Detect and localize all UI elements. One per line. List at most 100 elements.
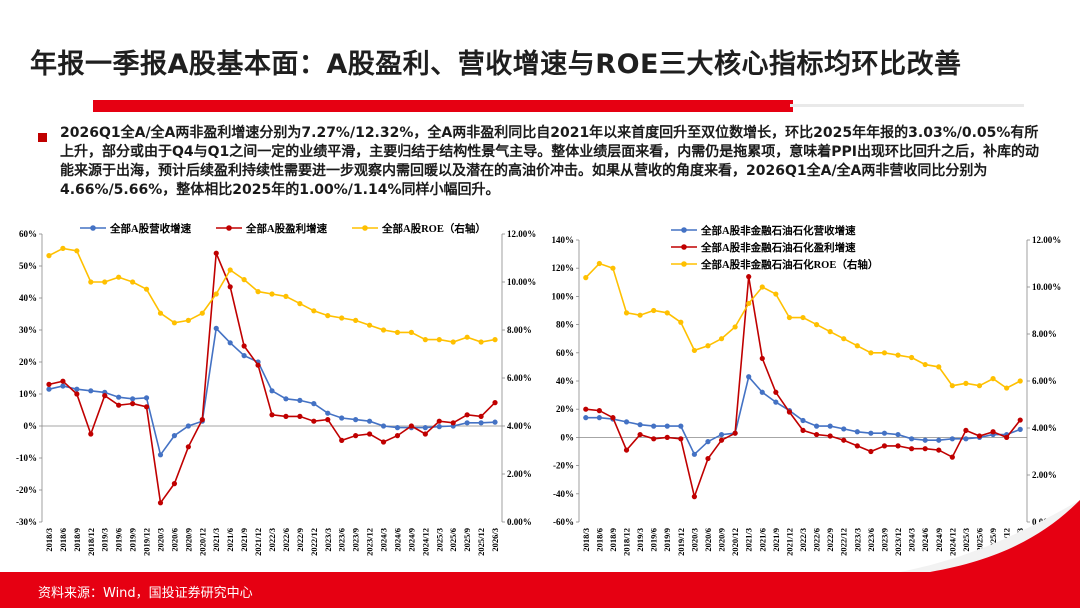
x-tick-label: 2022/3 [267,528,277,552]
y-left-tick-label: 60% [19,229,37,239]
y-left-tick-label: 60% [556,348,574,358]
data-point [478,420,484,426]
y-right-tick-label: 8.00% [1032,329,1057,339]
data-point [827,329,833,335]
x-tick-label: 2023/12 [893,528,903,556]
data-point [949,436,955,442]
data-point [339,415,345,421]
data-point [227,284,233,290]
data-point [171,433,178,439]
data-point [269,291,275,297]
series-line-0 [585,375,1021,456]
data-point [610,415,616,421]
x-tick-label: 2024/6 [392,528,402,552]
data-point [297,413,303,419]
y-right-tick-label: 2.00% [1032,470,1057,480]
x-tick-label: 2025/6 [448,528,458,552]
x-tick-label: 2019/3 [635,528,645,552]
data-point [116,394,122,400]
data-point [102,393,108,399]
x-tick-label: 2018/6 [594,528,604,552]
x-tick-label: 2022/6 [812,528,822,552]
x-tick-label: 2023/9 [879,528,889,552]
data-point [380,439,387,445]
legend-swatch-marker [90,225,96,231]
x-tick-label: 2018/9 [608,528,618,552]
data-point [339,437,345,443]
page-title: 年报一季报A股基本面：A股盈利、营收增速与ROE三大核心指标均环比改善 [30,49,962,80]
data-point [786,314,793,321]
data-point [46,386,52,392]
data-point [1004,385,1010,391]
data-point [705,439,711,445]
data-point [366,322,373,328]
legend-swatch-marker [226,225,232,231]
data-point [881,443,888,449]
data-point [746,374,752,380]
x-tick-label: 2018/12 [86,528,96,556]
data-point [394,425,401,431]
x-tick-label: 2021/3 [744,528,754,552]
x-tick-label: 2021/9 [239,528,249,552]
data-point [827,433,833,439]
x-tick-label: 2020/6 [703,528,713,552]
data-point [283,413,289,419]
data-point [492,419,498,425]
data-point [185,444,191,450]
x-tick-label: 2022/12 [309,528,319,556]
data-point [909,446,915,452]
data-point [311,401,317,407]
data-point [464,420,470,426]
y-left-tick-label: 20% [556,404,574,414]
data-point [841,437,847,443]
legend-label: 全部A股非金融石油石化营收增速 [700,224,856,237]
y-left-tick-label: 50% [19,261,37,271]
x-tick-label: 2020/12 [730,528,740,556]
data-point [450,339,456,345]
x-tick-label: 2018/9 [72,528,82,552]
data-point [366,418,373,424]
legend-label: 全部A股ROE（右轴） [381,222,486,235]
data-point [718,431,725,438]
data-point [705,343,711,349]
data-point [746,300,752,307]
data-point [854,443,860,449]
data-point [773,291,779,297]
x-tick-label: 2019/12 [142,528,152,556]
data-point [241,277,247,283]
data-point [759,284,765,290]
data-point [436,418,442,424]
data-point [227,267,233,273]
data-point [895,352,901,358]
y-right-tick-label: 8.00% [507,325,532,335]
data-point [800,427,806,433]
y-left-tick-label: -20% [553,461,574,471]
data-point [408,423,414,429]
data-point [464,334,470,340]
data-point [60,378,66,384]
data-point [637,312,643,318]
data-point [185,317,191,323]
data-point [623,447,630,453]
data-point [922,361,928,368]
data-point [116,274,122,280]
data-point [583,415,589,421]
data-point [130,279,136,285]
data-point [990,376,996,382]
data-point [691,494,697,500]
y-left-tick-label: 20% [19,357,37,367]
data-point [74,248,80,254]
data-point [408,329,414,335]
x-tick-label: 2022/9 [295,528,305,552]
x-tick-label: 2020/9 [717,528,727,552]
data-point [909,354,915,361]
data-point [868,350,874,356]
data-point [46,253,52,259]
data-point [213,291,219,297]
x-tick-label: 2026/3 [1015,528,1025,552]
data-point [380,327,387,333]
data-point [651,307,657,314]
x-tick-label: 2018/3 [581,528,591,552]
series-line-1 [48,252,496,505]
data-point [664,310,670,316]
